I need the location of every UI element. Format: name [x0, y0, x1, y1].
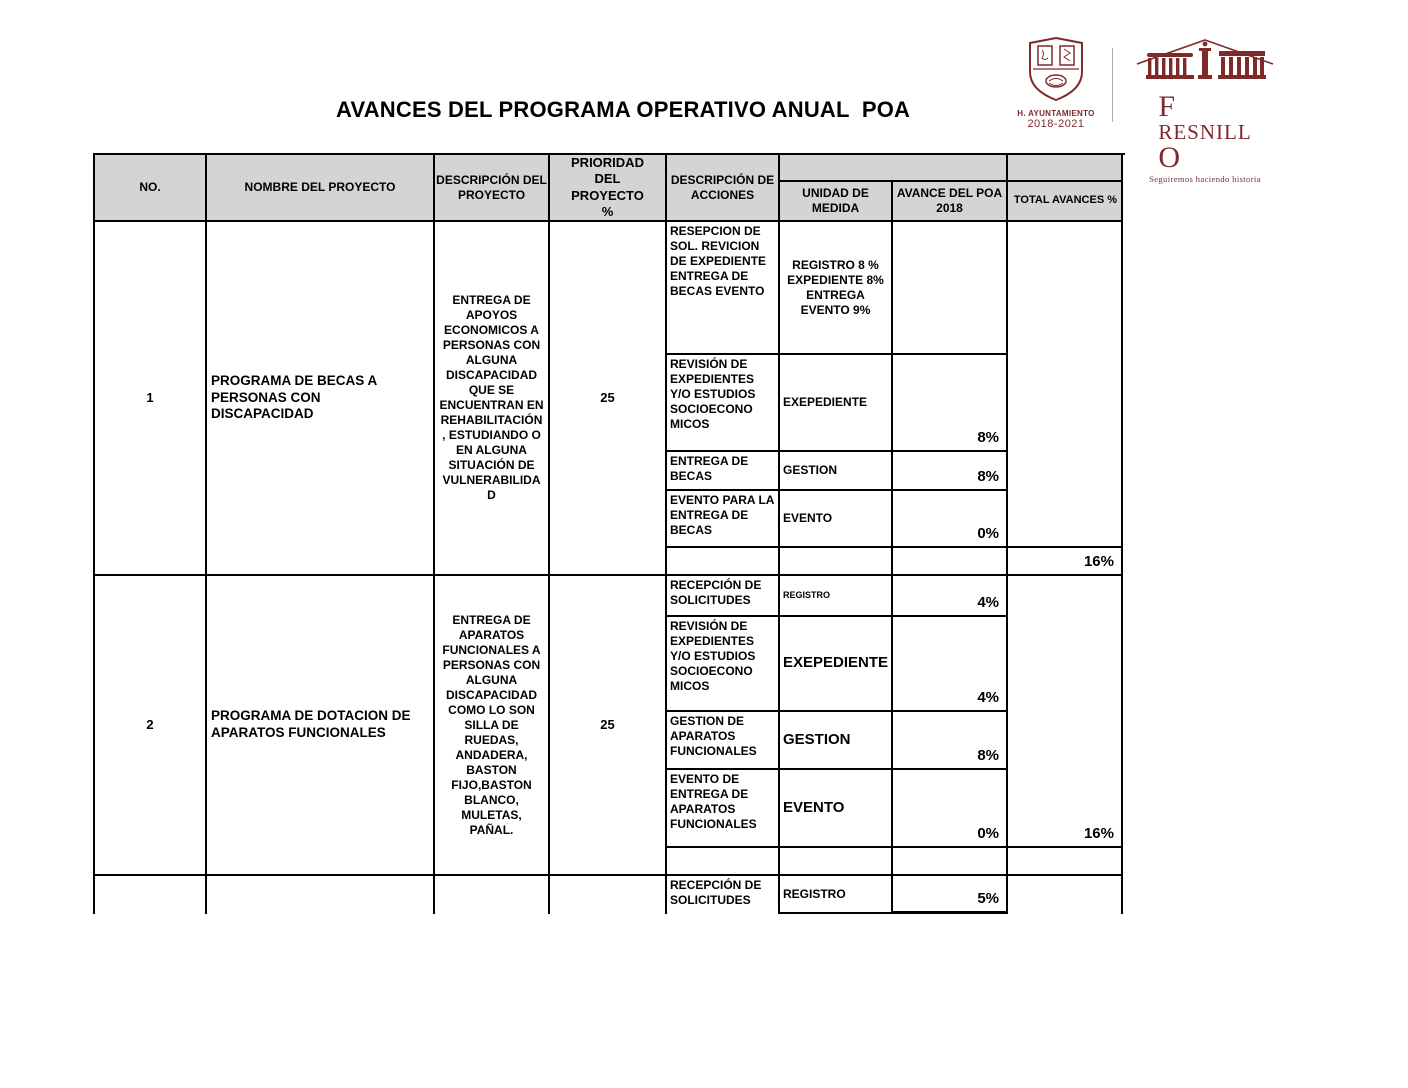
cell-unidad: EXEPEDIENTE	[780, 355, 893, 452]
cell-avance: 4%	[893, 617, 1008, 712]
total-column-project-2: 16%	[1008, 576, 1123, 876]
header-unidad: UNIDAD DE MEDIDA	[780, 182, 893, 222]
cell-avance: 0%	[893, 491, 1008, 548]
action-row-empty	[667, 548, 1008, 576]
table-row-project-3-partial: RECEPCIÓN DE SOLICITUDES REGISTRO 5%	[95, 876, 1125, 914]
cell-avance: 8%	[893, 355, 1008, 452]
header-prioridad: PRIORIDAD DEL PROYECTO %	[550, 155, 667, 222]
cell-unidad-empty	[780, 848, 893, 876]
cell-avance-empty	[893, 548, 1008, 576]
action-row: REVISIÓN DE EXPEDIENTES Y/O ESTUDIOS SOC…	[667, 617, 1008, 712]
logo-area: H. AYUNTAMIENTO 2018-2021	[1008, 36, 1285, 184]
cell-no-3	[95, 876, 207, 914]
action-row: EVENTO PARA LA ENTREGA DE BECAS EVENTO 0…	[667, 491, 1008, 548]
total-column-project-3	[1008, 876, 1123, 914]
cell-unidad: GESTION	[780, 712, 893, 770]
cell-unidad: EVENTO	[780, 491, 893, 548]
cell-avance: 0%	[893, 770, 1008, 848]
cell-avance: 8%	[893, 712, 1008, 770]
poa-table: NO. NOMBRE DEL PROYECTO DESCRIPCIÓN DEL …	[93, 153, 1125, 914]
header-blank-strip	[780, 155, 1008, 182]
fresnillo-tagline: Seguiremos haciendo historia	[1149, 174, 1261, 184]
cell-accion: EVENTO PARA LA ENTREGA DE BECAS	[667, 491, 780, 548]
crest-years: 2018-2021	[1027, 118, 1085, 130]
cell-accion-empty	[667, 848, 780, 876]
cell-unidad: REGISTRO 8 % EXPEDIENTE 8% ENTREGA EVENT…	[780, 222, 893, 355]
cell-avance: 5%	[893, 876, 1008, 914]
cell-nombre-1: PROGRAMA DE BECAS A PERSONAS CON DISCAPA…	[207, 222, 435, 576]
cell-no-2: 2	[95, 576, 207, 876]
cell-prioridad-2: 25	[550, 576, 667, 876]
header-avance: AVANCE DEL POA 2018	[893, 182, 1008, 222]
cell-avance: 4%	[893, 576, 1008, 617]
header-total: TOTAL AVANCES %	[1008, 182, 1123, 222]
cell-unidad: GESTION	[780, 452, 893, 491]
action-row: REVISIÓN DE EXPEDIENTES Y/O ESTUDIOS SOC…	[667, 355, 1008, 452]
action-row: RECEPCIÓN DE SOLICITUDES REGISTRO 5%	[667, 876, 1008, 914]
cell-unidad: REGISTRO	[780, 576, 893, 617]
cell-unidad-empty	[780, 548, 893, 576]
cell-descripcion-3	[435, 876, 550, 914]
cell-accion: REVISIÓN DE EXPEDIENTES Y/O ESTUDIOS SOC…	[667, 355, 780, 452]
table-row-project-1: 1 PROGRAMA DE BECAS A PERSONAS CON DISCA…	[95, 222, 1125, 576]
action-row: EVENTO DE ENTREGA DE APARATOS FUNCIONALE…	[667, 770, 1008, 848]
cell-accion: EVENTO DE ENTREGA DE APARATOS FUNCIONALE…	[667, 770, 780, 848]
header-descripcion: DESCRIPCIÓN DEL PROYECTO	[435, 155, 550, 222]
action-row-empty	[667, 848, 1008, 876]
cell-prioridad-1: 25	[550, 222, 667, 576]
actions-project-1: RESEPCION DE SOL. REVICION DE EXPEDIENTE…	[667, 222, 1008, 576]
page-title: AVANCES DEL PROGRAMA OPERATIVO ANUAL POA	[336, 97, 911, 122]
cell-avance	[893, 222, 1008, 355]
cell-accion: RECEPCIÓN DE SOLICITUDES	[667, 576, 780, 617]
cell-accion: RECEPCIÓN DE SOLICITUDES	[667, 876, 780, 914]
cell-accion: ENTREGA DE BECAS	[667, 452, 780, 491]
cell-unidad: EXEPEDIENTE	[780, 617, 893, 712]
cell-accion-empty	[667, 548, 780, 576]
cell-nombre-3	[207, 876, 435, 914]
cell-nombre-2: PROGRAMA DE DOTACION DE APARATOS FUNCION…	[207, 576, 435, 876]
action-row: RESEPCION DE SOL. REVICION DE EXPEDIENTE…	[667, 222, 1008, 355]
cell-accion: RESEPCION DE SOL. REVICION DE EXPEDIENTE…	[667, 222, 780, 355]
header-acciones: DESCRIPCIÓN DE ACCIONES	[667, 155, 780, 222]
header-blank-strip-total	[1008, 155, 1123, 182]
cell-avance: 8%	[893, 452, 1008, 491]
cell-avance-empty	[893, 848, 1008, 876]
crest-shield-icon	[1025, 36, 1087, 107]
total-column-project-1: 16%	[1008, 222, 1123, 576]
actions-project-2: RECEPCIÓN DE SOLICITUDES REGISTRO 4% REV…	[667, 576, 1008, 876]
cell-descripcion-2: ENTREGA DE APARATOS FUNCIONALES A PERSON…	[435, 576, 550, 876]
logo-divider	[1112, 48, 1113, 122]
fresnillo-wordmark: F RESNILL O	[1158, 90, 1252, 174]
cell-total-3	[1008, 876, 1123, 914]
action-row: GESTION DE APARATOS FUNCIONALES GESTION …	[667, 712, 1008, 770]
cell-descripcion-1: ENTREGA DE APOYOS ECONOMICOS A PERSONAS …	[435, 222, 550, 576]
header-total-group: TOTAL AVANCES %	[1008, 155, 1123, 222]
header-nombre: NOMBRE DEL PROYECTO	[207, 155, 435, 222]
fresnillo-logo: F RESNILL O Seguiremos haciendo historia	[1125, 36, 1285, 184]
table-header-row: NO. NOMBRE DEL PROYECTO DESCRIPCIÓN DEL …	[95, 155, 1125, 222]
cell-unidad: REGISTRO	[780, 876, 893, 914]
cell-total-1: 16%	[1008, 548, 1123, 576]
fresnillo-building-icon	[1135, 36, 1275, 91]
header-no: NO.	[95, 155, 207, 222]
cell-prioridad-3	[550, 876, 667, 914]
cell-unidad: EVENTO	[780, 770, 893, 848]
cell-total-spacer	[1008, 848, 1123, 876]
action-row: ENTREGA DE BECAS GESTION 8%	[667, 452, 1008, 491]
cell-accion: REVISIÓN DE EXPEDIENTES Y/O ESTUDIOS SOC…	[667, 617, 780, 712]
municipal-crest: H. AYUNTAMIENTO 2018-2021	[1008, 36, 1104, 130]
table-row-project-2: 2 PROGRAMA DE DOTACION DE APARATOS FUNCI…	[95, 576, 1125, 876]
cell-total-spacer	[1008, 222, 1123, 548]
cell-accion: GESTION DE APARATOS FUNCIONALES	[667, 712, 780, 770]
actions-project-3: RECEPCIÓN DE SOLICITUDES REGISTRO 5%	[667, 876, 1008, 914]
cell-no-1: 1	[95, 222, 207, 576]
action-row: RECEPCIÓN DE SOLICITUDES REGISTRO 4%	[667, 576, 1008, 617]
crest-caption: H. AYUNTAMIENTO	[1017, 109, 1095, 118]
header-right-group: UNIDAD DE MEDIDA AVANCE DEL POA 2018	[780, 155, 1008, 222]
cell-total-2: 16%	[1008, 576, 1123, 848]
